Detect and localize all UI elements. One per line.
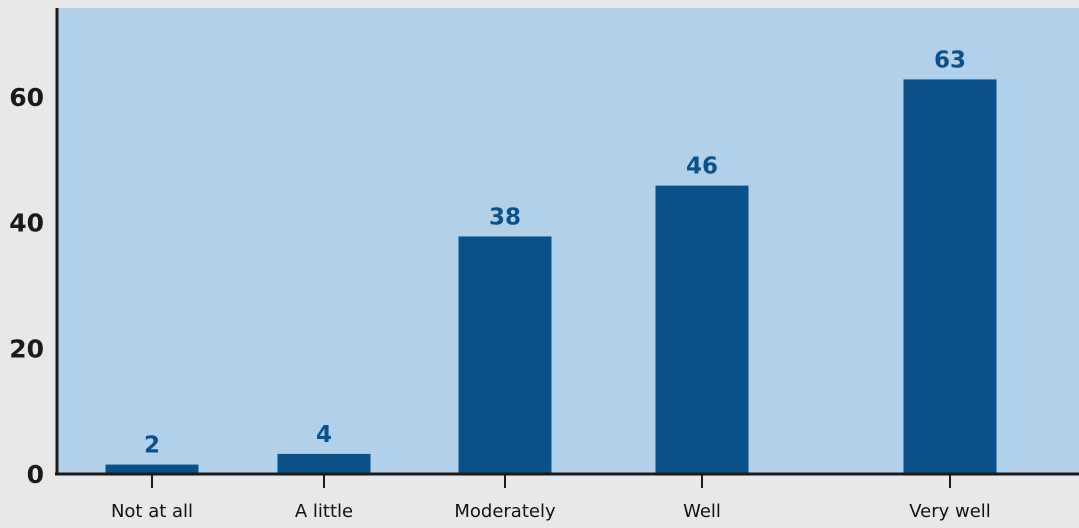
x-axis-ticks: Not at all A little Moderately Well Very wel… bbox=[111, 474, 991, 522]
bar bbox=[903, 79, 997, 474]
y-tick-label: 20 bbox=[9, 334, 44, 363]
data-label: 4 bbox=[316, 422, 332, 448]
data-label: 46 bbox=[686, 154, 718, 180]
bar bbox=[105, 464, 199, 474]
y-tick-label: 60 bbox=[9, 83, 44, 112]
bar bbox=[458, 236, 552, 474]
y-tick-label: 0 bbox=[27, 460, 44, 489]
data-label: 38 bbox=[489, 204, 521, 230]
data-labels: 2 4 38 46 63 bbox=[144, 47, 966, 458]
y-tick-label: 40 bbox=[9, 209, 44, 238]
bar bbox=[655, 185, 749, 474]
bar bbox=[277, 453, 371, 474]
x-tick-label: Moderately bbox=[454, 501, 556, 522]
x-tick-label: Very well bbox=[909, 501, 991, 522]
y-axis-ticks: 0 20 40 60 bbox=[9, 83, 44, 489]
x-tick-label: Well bbox=[683, 501, 721, 522]
x-tick-label: Not at all bbox=[111, 501, 193, 522]
data-label: 2 bbox=[144, 433, 160, 459]
data-label: 63 bbox=[934, 47, 966, 73]
x-tick-label: A little bbox=[295, 501, 353, 522]
bars bbox=[105, 79, 997, 474]
